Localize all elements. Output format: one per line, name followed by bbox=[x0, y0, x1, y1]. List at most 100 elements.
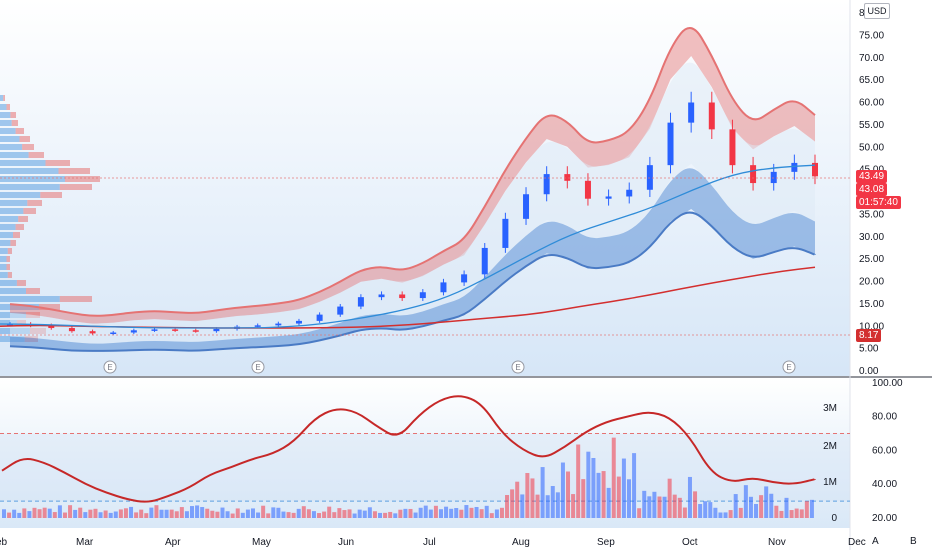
x-tick-label: Jul bbox=[423, 537, 436, 548]
volume-bar bbox=[286, 512, 291, 518]
volume-bar bbox=[698, 504, 703, 518]
candle-body bbox=[523, 194, 530, 219]
volume-bar bbox=[362, 510, 367, 518]
volume-profile-bar bbox=[15, 224, 24, 230]
rsi-y-tick-label: 20.00 bbox=[872, 513, 897, 524]
candle-body bbox=[667, 122, 674, 166]
volume-bar bbox=[708, 502, 713, 518]
volume-profile-bar bbox=[6, 264, 10, 270]
volume-profile-bar bbox=[10, 112, 16, 118]
volume-bar bbox=[296, 508, 301, 518]
y-tick-label: 55.00 bbox=[859, 120, 884, 131]
volume-bar bbox=[505, 495, 510, 518]
volume-bar bbox=[647, 496, 652, 518]
volume-profile-bar bbox=[0, 128, 16, 134]
earnings-marker[interactable] bbox=[782, 360, 796, 374]
volume-bar bbox=[317, 513, 322, 518]
level-tag: 8.17 bbox=[856, 329, 882, 342]
volume-profile-bar bbox=[15, 128, 24, 134]
volume-bar bbox=[479, 509, 484, 518]
volume-profile-bar bbox=[3, 95, 5, 101]
volume-bar bbox=[88, 509, 93, 518]
volume-bar bbox=[423, 505, 428, 518]
y-tick-label: 70.00 bbox=[859, 53, 884, 64]
volume-bar bbox=[774, 505, 779, 518]
volume-profile-bar bbox=[0, 184, 60, 190]
x-tick-label: Aug bbox=[512, 537, 530, 548]
volume-profile-bar bbox=[26, 288, 40, 294]
volume-bar bbox=[17, 512, 22, 518]
volume-bar bbox=[657, 496, 662, 518]
last-price-tag: 43.49 bbox=[856, 170, 888, 183]
earnings-marker[interactable] bbox=[251, 360, 265, 374]
volume-bar bbox=[438, 509, 443, 518]
volume-bar bbox=[733, 494, 738, 518]
volume-bar bbox=[555, 492, 560, 518]
volume-bar bbox=[190, 506, 195, 518]
candle-body bbox=[316, 314, 323, 321]
rsi-y-tick-label: 100.00 bbox=[872, 378, 903, 389]
candle-body bbox=[89, 331, 96, 334]
volume-bar bbox=[789, 510, 794, 518]
volume-bar bbox=[103, 510, 108, 518]
volume-bar bbox=[388, 511, 393, 518]
volume-profile-bar bbox=[6, 256, 10, 262]
x-tick-label: Mar bbox=[76, 537, 94, 548]
volume-profile-bar bbox=[27, 200, 42, 206]
candle-body bbox=[481, 247, 488, 275]
y-tick-label: 30.00 bbox=[859, 232, 884, 243]
y-tick-label: 8 bbox=[859, 8, 865, 19]
volume-bar bbox=[179, 507, 184, 518]
volume-bar bbox=[474, 506, 479, 518]
currency-label[interactable]: USD bbox=[864, 3, 890, 19]
volume-bar bbox=[510, 489, 515, 518]
volume-bar bbox=[626, 479, 631, 518]
candle-body bbox=[7, 324, 13, 326]
volume-profile-bar bbox=[0, 304, 39, 310]
candle-body bbox=[192, 330, 199, 332]
volume-profile-bar bbox=[0, 272, 8, 278]
volume-profile-bar bbox=[59, 296, 92, 302]
volume-profile-bar bbox=[0, 240, 11, 246]
volume-bar bbox=[413, 512, 418, 518]
earnings-label: E bbox=[107, 363, 112, 372]
volume-profile-bar bbox=[6, 104, 10, 110]
volume-bar bbox=[113, 511, 118, 518]
volume-bar bbox=[586, 451, 591, 518]
volume-bar bbox=[804, 501, 809, 518]
volume-bar bbox=[78, 507, 83, 518]
volume-bar bbox=[667, 478, 672, 518]
volume-profile-bar bbox=[23, 208, 36, 214]
volume-profile-bar bbox=[0, 216, 19, 222]
volume-bar bbox=[606, 487, 611, 518]
candle-body bbox=[750, 165, 757, 184]
volume-bar bbox=[225, 511, 230, 518]
volume-bar bbox=[68, 505, 73, 518]
y-tick-label: 50.00 bbox=[859, 142, 884, 153]
earnings-marker[interactable] bbox=[511, 360, 525, 374]
button-a[interactable]: A bbox=[872, 536, 879, 547]
volume-profile-bar bbox=[0, 120, 12, 126]
button-b[interactable]: B bbox=[910, 536, 917, 547]
volume-bar bbox=[2, 509, 6, 518]
volume-profile-bar bbox=[0, 112, 11, 118]
volume-bar bbox=[566, 471, 571, 518]
volume-bar bbox=[764, 486, 769, 518]
volume-bar bbox=[337, 508, 342, 518]
volume-bar bbox=[809, 499, 814, 518]
candle-body bbox=[584, 180, 591, 199]
volume-bar bbox=[108, 512, 113, 518]
volume-bar bbox=[398, 509, 403, 518]
volume-bar bbox=[12, 509, 17, 518]
volume-bar bbox=[261, 505, 266, 518]
earnings-marker[interactable] bbox=[103, 360, 117, 374]
y-tick-label: 5.00 bbox=[859, 344, 879, 355]
volume-bar bbox=[240, 512, 245, 518]
volume-profile-bar bbox=[0, 280, 17, 286]
volume-bar bbox=[164, 509, 169, 518]
volume-bar bbox=[301, 506, 306, 518]
rsi-pane bbox=[0, 395, 850, 518]
y-tick-label: 65.00 bbox=[859, 75, 884, 86]
candle-body bbox=[419, 292, 426, 299]
